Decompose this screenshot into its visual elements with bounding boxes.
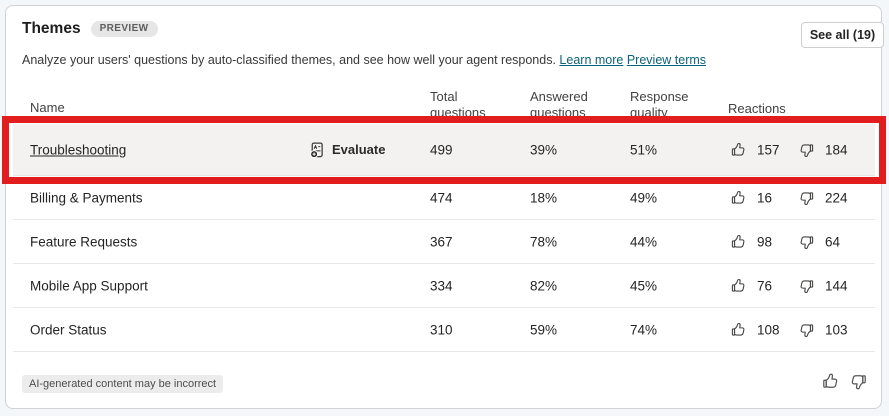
total-questions-value: 367: [430, 234, 453, 249]
thumb-down-icon: [799, 141, 816, 158]
table-row-feature-requests[interactable]: Feature Requests 367 78% 44% 98 64: [13, 220, 875, 264]
evaluate-icon: [308, 141, 326, 159]
thumb-down-icon: [799, 189, 816, 206]
total-questions-value: 334: [430, 278, 453, 293]
theme-name: Billing & Payments: [30, 190, 143, 205]
response-quality-value: 45%: [630, 278, 658, 293]
thumb-up-icon: [820, 372, 839, 391]
table-row-order-status[interactable]: Order Status 310 59% 74% 108 103: [13, 308, 875, 352]
likes-count: 76: [757, 278, 773, 293]
preview-badge: PREVIEW: [90, 21, 158, 37]
total-questions-value: 474: [430, 190, 453, 205]
themes-card: [5, 5, 882, 409]
see-all-button[interactable]: See all (19): [801, 22, 884, 48]
description-text: Analyze your users' questions by auto-cl…: [22, 53, 706, 67]
thumb-down-icon: [850, 372, 869, 391]
feedback-thumb-up-button[interactable]: [820, 372, 839, 391]
likes-count: 16: [757, 190, 773, 205]
theme-name: Order Status: [30, 322, 107, 337]
dislikes-count: 103: [825, 322, 848, 337]
answered-questions-value: 39%: [530, 142, 558, 157]
likes-count: 98: [757, 234, 773, 249]
thumb-up-icon: [729, 277, 746, 294]
total-questions-value: 499: [430, 142, 453, 157]
theme-name: Feature Requests: [30, 234, 138, 249]
likes-count: 157: [757, 142, 780, 157]
thumb-up-icon: [729, 189, 746, 206]
preview-terms-link[interactable]: Preview terms: [626, 53, 707, 67]
learn-more-link[interactable]: Learn more: [559, 53, 624, 67]
total-questions-value: 310: [430, 322, 453, 337]
dislikes-count: 144: [825, 278, 848, 293]
theme-name-link[interactable]: Troubleshooting: [30, 142, 127, 157]
thumb-down-icon: [799, 233, 816, 250]
column-header-reactions: Reactions: [728, 101, 786, 116]
evaluate-button[interactable]: Evaluate: [308, 141, 385, 159]
column-header-total-questions: Total questions: [430, 89, 486, 120]
table-row-mobile-app-support[interactable]: Mobile App Support 334 82% 45% 76 144: [13, 264, 875, 308]
thumb-up-icon: [729, 141, 746, 158]
page-title: Themes: [22, 20, 81, 37]
column-header-response-quality: Response quality: [630, 89, 689, 120]
feedback-thumb-down-button[interactable]: [850, 372, 869, 391]
answered-questions-value: 59%: [530, 322, 558, 337]
likes-count: 108: [757, 322, 780, 337]
thumb-down-icon: [799, 277, 816, 294]
thumb-up-icon: [729, 233, 746, 250]
response-quality-value: 44%: [630, 234, 658, 249]
thumb-down-icon: [799, 321, 816, 338]
dislikes-count: 64: [825, 234, 841, 249]
column-header-answered-questions: Answered questions: [530, 89, 588, 120]
answered-questions-value: 82%: [530, 278, 558, 293]
table-row-billing-payments[interactable]: Billing & Payments 474 18% 49% 16 224: [13, 176, 875, 220]
column-header-name: Name: [30, 100, 65, 115]
thumb-up-icon: [729, 321, 746, 338]
evaluate-label: Evaluate: [332, 142, 386, 157]
response-quality-value: 74%: [630, 322, 658, 337]
dislikes-count: 224: [825, 190, 848, 205]
ai-disclaimer-badge: AI-generated content may be incorrect: [22, 375, 224, 393]
description-sentence: Analyze your users' questions by auto-cl…: [22, 53, 556, 67]
response-quality-value: 51%: [630, 142, 658, 157]
dislikes-count: 184: [825, 142, 848, 157]
response-quality-value: 49%: [630, 190, 658, 205]
theme-name: Mobile App Support: [30, 278, 148, 293]
table-row-troubleshooting[interactable]: Troubleshooting Evaluate 499 39% 51% 157…: [13, 124, 875, 176]
answered-questions-value: 18%: [530, 190, 558, 205]
answered-questions-value: 78%: [530, 234, 558, 249]
